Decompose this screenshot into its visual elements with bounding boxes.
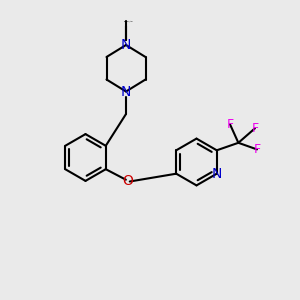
Text: N: N: [121, 38, 131, 52]
Text: methyl_stub: methyl_stub: [124, 20, 133, 22]
Text: F: F: [226, 118, 233, 131]
Text: methyl: methyl: [124, 21, 128, 22]
Text: O: O: [122, 174, 133, 188]
Text: N: N: [212, 167, 222, 181]
Text: F: F: [251, 122, 258, 135]
Text: N: N: [121, 85, 131, 98]
Text: F: F: [254, 143, 260, 156]
